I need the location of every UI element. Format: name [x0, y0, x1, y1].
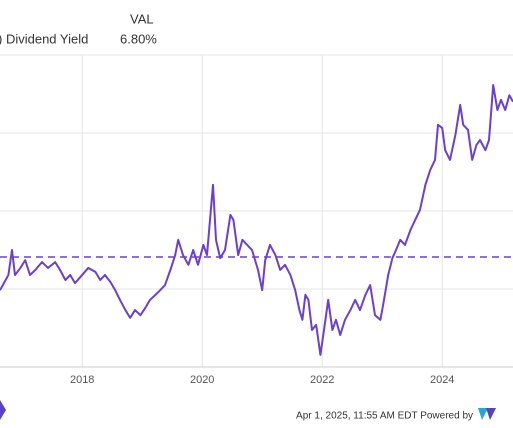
x-tick-label: 2018 [70, 374, 94, 386]
legend-header: VAL [130, 11, 154, 26]
logo [0, 400, 496, 420]
x-tick-label: 2022 [310, 374, 334, 386]
series-line [0, 84, 513, 356]
legend-value: 6.80% [120, 31, 157, 46]
footer: Apr 1, 2025, 11:55 AM EDT Powered by [296, 411, 473, 422]
legend-entry: ) Dividend Yield [0, 31, 88, 46]
x-tick-label: 2020 [190, 374, 214, 386]
x-tick-label: 2024 [430, 374, 454, 386]
